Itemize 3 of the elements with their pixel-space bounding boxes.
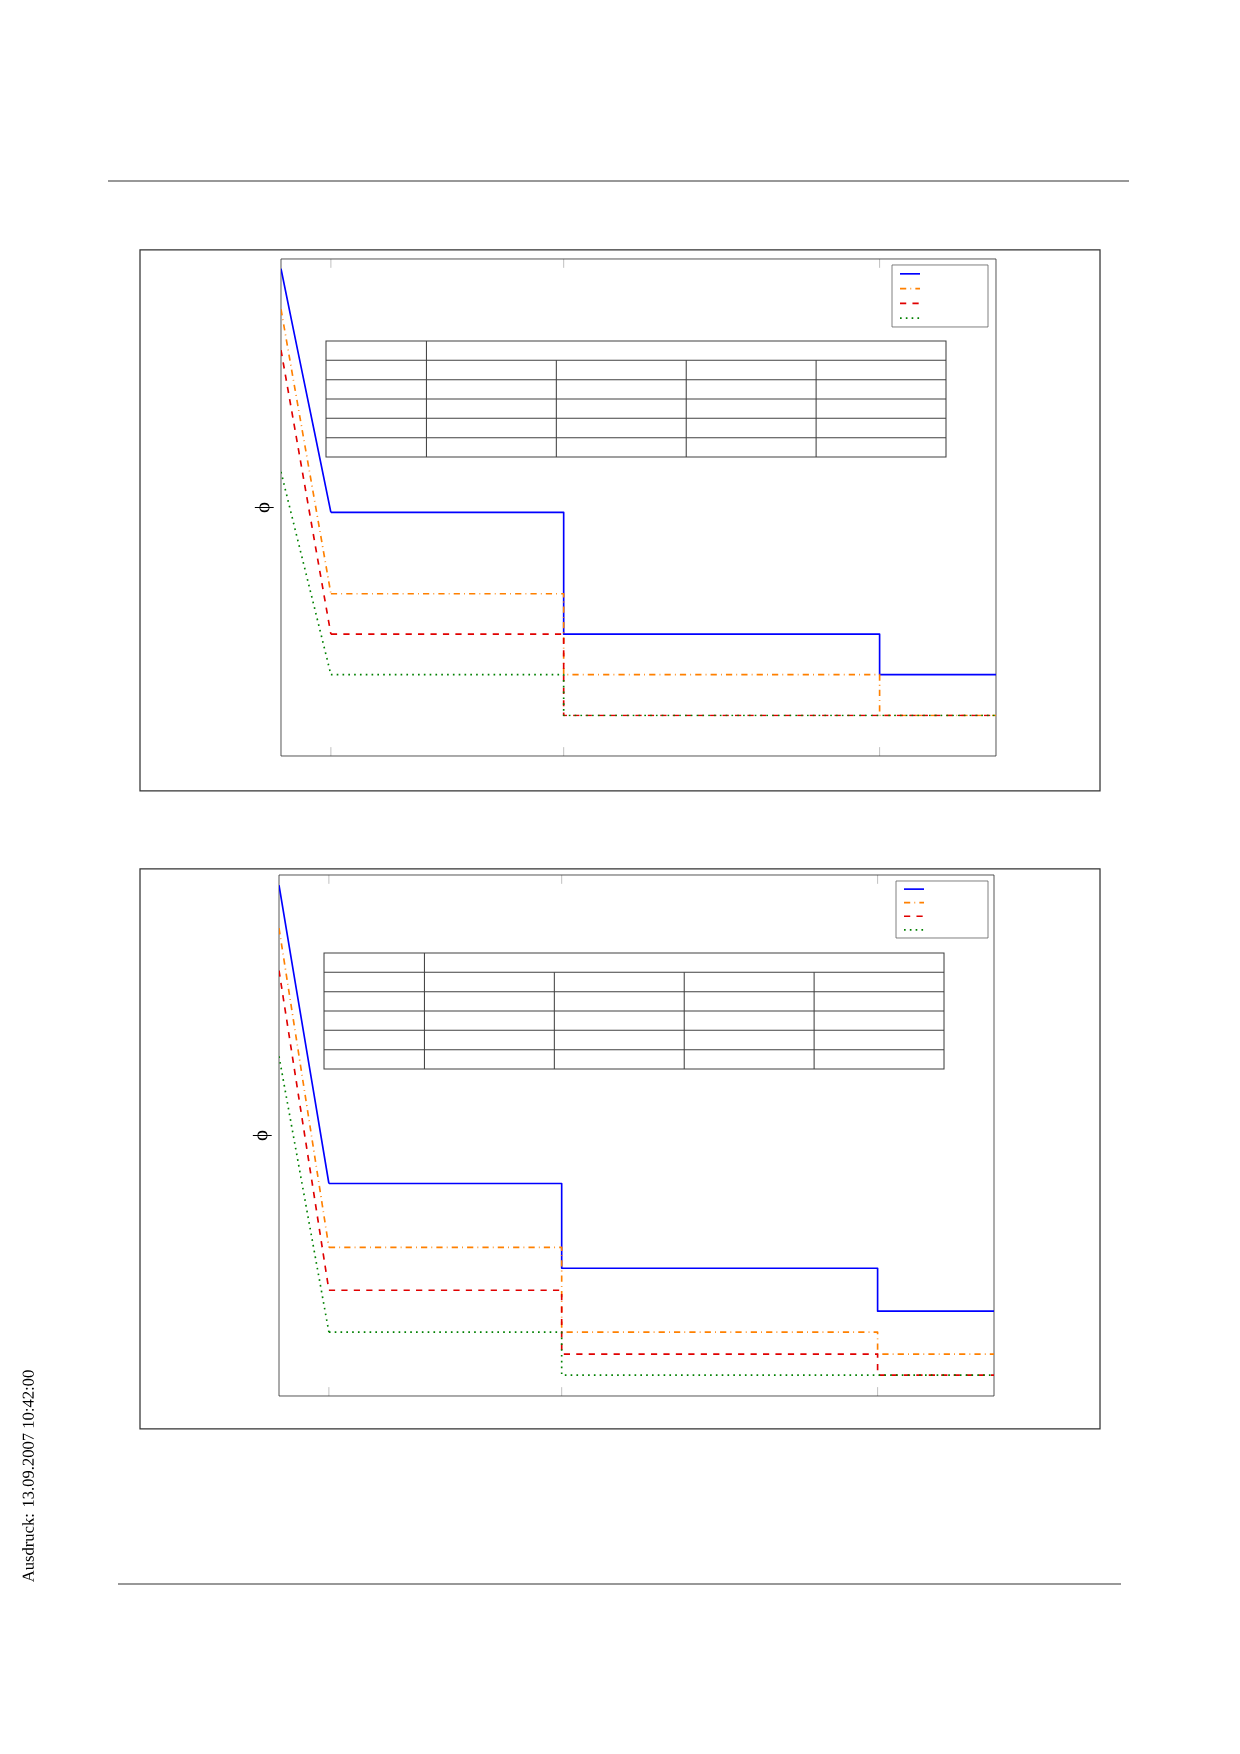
y-axis-title: ϕ <box>252 1130 272 1141</box>
text: Ausdruck: 13.09.2007 10:42:00 <box>22 1370 34 1583</box>
y-axis-title: ϕ <box>254 502 274 513</box>
